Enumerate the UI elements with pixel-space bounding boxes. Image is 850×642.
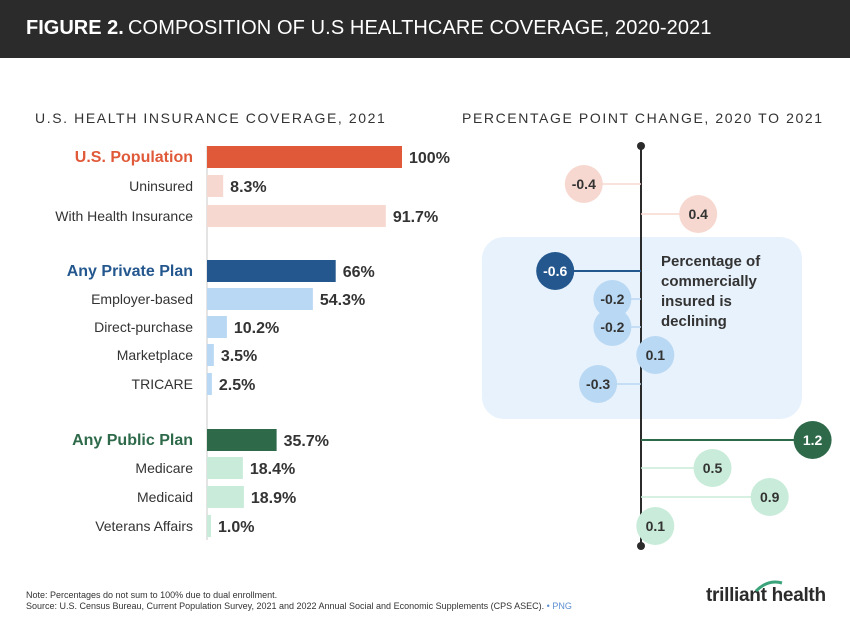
value-label-any-public-plan: 35.7% [284, 433, 329, 450]
category-label-tricare: TRICARE [132, 376, 193, 392]
bar-any-public-plan [207, 429, 277, 451]
axis-top-cap [637, 142, 645, 150]
change-dot-direct-purchase [593, 308, 632, 346]
change-label-tricare: -0.3 [586, 376, 610, 392]
logo-swoosh-icon [754, 580, 783, 593]
value-label-with-health-insurance: 91.7% [393, 209, 438, 226]
change-label-direct-purchase: -0.2 [600, 319, 624, 335]
annotation-line-3: insured is [661, 293, 732, 310]
change-label-with-health-insurance: 0.4 [688, 206, 708, 222]
value-label-direct-purchase: 10.2% [234, 320, 279, 337]
png-link[interactable]: • PNG [546, 601, 572, 611]
change-dot-uninsured [564, 165, 603, 203]
change-dot-marketplace [636, 336, 675, 374]
bar-marketplace [207, 344, 214, 366]
bar-tricare [207, 373, 212, 395]
bar-veterans-affairs [207, 515, 211, 537]
value-label-veterans-affairs: 1.0% [218, 519, 254, 536]
source-note: Source: U.S. Census Bureau, Current Popu… [26, 601, 572, 611]
category-label-uninsured: Uninsured [129, 178, 193, 194]
change-dot-medicaid [750, 478, 789, 516]
bar-with-health-insurance [207, 205, 386, 227]
category-label-marketplace: Marketplace [117, 347, 193, 363]
annotation-line-4: declining [661, 313, 727, 330]
bar-employer-based [207, 288, 313, 310]
change-dot-tricare [579, 365, 618, 403]
category-label-medicaid: Medicaid [137, 489, 193, 505]
category-label-any-public-plan: Any Public Plan [72, 432, 193, 449]
category-label-any-private-plan: Any Private Plan [67, 263, 193, 280]
category-label-u-s-population: U.S. Population [75, 149, 193, 166]
category-label-with-health-insurance: With Health Insurance [55, 208, 193, 224]
change-dot-any-public-plan [793, 421, 832, 459]
figure-number: FIGURE 2. [26, 17, 124, 39]
change-label-employer-based: -0.2 [600, 291, 624, 307]
brand-logo: trilliant health [706, 580, 826, 607]
value-label-medicaid: 18.9% [251, 490, 296, 507]
annotation-line-2: commercially [661, 273, 758, 290]
bar-any-private-plan [207, 260, 336, 282]
figure-title: COMPOSITION OF U.S HEALTHCARE COVERAGE, … [128, 17, 712, 39]
change-label-marketplace: 0.1 [646, 347, 666, 363]
figure-header: FIGURE 2. COMPOSITION OF U.S HEALTHCARE … [0, 0, 850, 58]
change-label-medicaid: 0.9 [760, 489, 780, 505]
category-label-medicare: Medicare [135, 460, 193, 476]
change-label-veterans-affairs: 0.1 [646, 518, 666, 534]
value-label-any-private-plan: 66% [343, 264, 375, 281]
bar-u-s-population [207, 146, 402, 168]
annotation-line-1: Percentage of [661, 253, 761, 270]
source-text: Source: U.S. Census Bureau, Current Popu… [26, 601, 545, 611]
change-label-uninsured: -0.4 [572, 176, 596, 192]
change-label-medicare: 0.5 [703, 460, 723, 476]
category-label-direct-purchase: Direct-purchase [94, 319, 193, 335]
axis-bottom-cap [637, 542, 645, 550]
change-dot-with-health-insurance [679, 195, 718, 233]
bar-medicare [207, 457, 243, 479]
change-dot-employer-based [593, 280, 632, 318]
value-label-u-s-population: 100% [409, 150, 450, 167]
left-chart-title: U.S. HEALTH INSURANCE COVERAGE, 2021 [35, 110, 387, 126]
value-label-medicare: 18.4% [250, 461, 295, 478]
footnote: Note: Percentages do not sum to 100% due… [26, 590, 278, 600]
value-label-marketplace: 3.5% [221, 348, 257, 365]
change-dot-medicare [693, 449, 732, 487]
value-label-employer-based: 54.3% [320, 292, 365, 309]
change-dot-veterans-affairs [636, 507, 675, 545]
value-label-uninsured: 8.3% [230, 179, 266, 196]
coverage-chart: U.S. Population 100% Uninsured 8.3% With Hea… [55, 142, 832, 550]
change-label-any-private-plan: -0.6 [543, 263, 567, 279]
change-dot-any-private-plan [536, 252, 575, 290]
value-label-tricare: 2.5% [219, 377, 255, 394]
bar-uninsured [207, 175, 224, 197]
category-label-employer-based: Employer-based [91, 291, 193, 307]
bar-direct-purchase [207, 316, 227, 338]
bar-medicaid [207, 486, 244, 508]
category-label-veterans-affairs: Veterans Affairs [95, 518, 193, 534]
change-label-any-public-plan: 1.2 [803, 432, 823, 448]
right-chart-title: PERCENTAGE POINT CHANGE, 2020 TO 2021 [462, 110, 824, 126]
